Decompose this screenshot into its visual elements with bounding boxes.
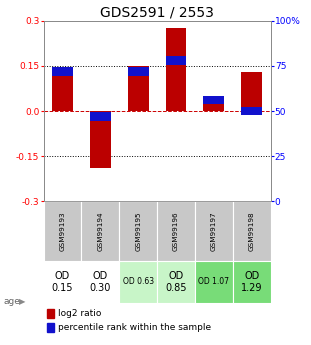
Title: GDS2591 / 2553: GDS2591 / 2553 [100, 6, 214, 20]
Text: GSM99195: GSM99195 [135, 211, 141, 251]
Bar [128, 67, 149, 76]
Bar [157, 201, 195, 261]
Text: percentile rank within the sample: percentile rank within the sample [58, 323, 211, 332]
Text: OD
0.85: OD 0.85 [165, 271, 187, 293]
Bar [233, 201, 271, 261]
Bar [47, 323, 54, 332]
Bar [81, 261, 119, 303]
Bar [241, 107, 262, 115]
Text: OD 1.07: OD 1.07 [198, 277, 229, 286]
Bar [52, 67, 73, 76]
Text: ▶: ▶ [19, 297, 26, 306]
Bar [203, 102, 224, 111]
Text: GSM99193: GSM99193 [59, 211, 65, 251]
Text: GSM99196: GSM99196 [173, 211, 179, 251]
Bar [195, 201, 233, 261]
Text: GSM99198: GSM99198 [249, 211, 255, 251]
Bar [119, 261, 157, 303]
Text: OD 0.63: OD 0.63 [123, 277, 154, 286]
Text: OD
0.30: OD 0.30 [90, 271, 111, 293]
Bar [203, 96, 224, 105]
Text: GSM99194: GSM99194 [97, 211, 103, 251]
Text: age: age [4, 297, 21, 306]
Bar [90, 112, 111, 121]
Bar [195, 261, 233, 303]
Bar [165, 28, 186, 111]
Text: GSM99197: GSM99197 [211, 211, 217, 251]
Bar [52, 72, 73, 111]
Bar [81, 201, 119, 261]
Bar [44, 261, 81, 303]
Bar [44, 201, 81, 261]
Bar [165, 56, 186, 65]
Bar [119, 201, 157, 261]
Bar [90, 111, 111, 168]
Bar [233, 261, 271, 303]
Bar [128, 66, 149, 111]
Bar [47, 309, 54, 318]
Text: log2 ratio: log2 ratio [58, 309, 101, 318]
Bar [157, 261, 195, 303]
Text: OD
0.15: OD 0.15 [52, 271, 73, 293]
Text: OD
1.29: OD 1.29 [241, 271, 262, 293]
Bar [241, 72, 262, 111]
